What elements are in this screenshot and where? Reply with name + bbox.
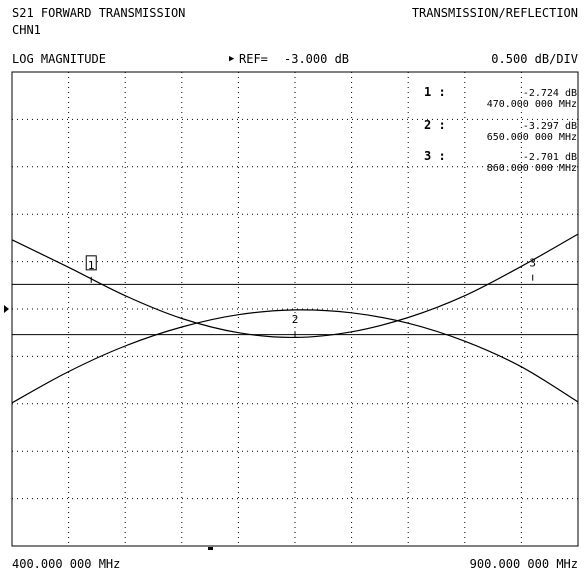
marker-box [85, 255, 97, 271]
mode-label: TRANSMISSION/REFLECTION [411, 6, 578, 20]
reference-label: REF= [239, 52, 268, 66]
trace-line-2 [11, 233, 579, 339]
format-label: LOG MAGNITUDE [12, 52, 106, 66]
marker-readout-frequency: 470.000 000 MHz [487, 99, 577, 110]
marker-label: 3 [529, 257, 536, 270]
reference-arrow-icon: ▶ [229, 54, 235, 64]
marker-readout-id: 3 : [424, 149, 446, 163]
marker-readout-id: 1 : [424, 85, 446, 99]
marker-readout-frequency: 860.000 000 MHz [487, 163, 577, 174]
reference-value: -3.000 dB [284, 52, 350, 66]
trace-line-1 [11, 309, 579, 404]
trace-title: S21 FORWARD TRANSMISSION [12, 6, 186, 20]
marker-label: 1 [88, 259, 95, 272]
marker-readout-value: -2.701 dB [523, 152, 577, 163]
reference-pointer-icon [4, 305, 9, 313]
stop-frequency: 900.000 000 MHz [469, 557, 578, 571]
marker-readout-frequency: 650.000 000 MHz [487, 132, 577, 143]
bottom-tick-mark [208, 547, 213, 550]
channel-label: CHN1 [12, 23, 41, 37]
marker-readout-id: 2 : [424, 118, 446, 132]
marker-label: 2 [292, 313, 299, 326]
start-frequency: 400.000 000 MHz [12, 557, 121, 571]
marker-readout-value: -2.724 dB [523, 88, 577, 99]
plot-frame [11, 71, 579, 547]
scale-label: 0.500 dB/DIV [491, 52, 578, 66]
marker-readout-value: -3.297 dB [523, 121, 577, 132]
